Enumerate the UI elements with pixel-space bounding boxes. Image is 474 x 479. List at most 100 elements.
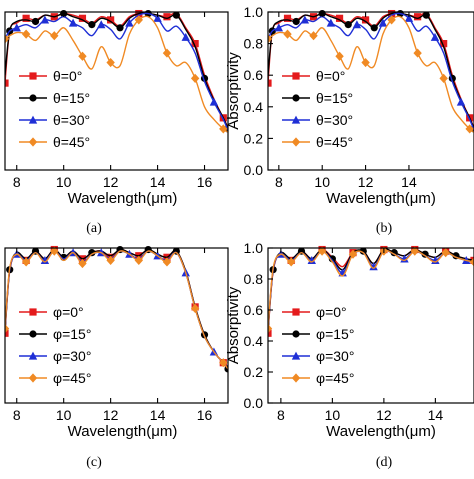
series-line-3 <box>268 12 474 131</box>
data-point <box>335 51 344 61</box>
data-point <box>440 40 448 48</box>
x-tick-label: 16 <box>197 407 213 423</box>
panel-label: (b) <box>376 221 393 236</box>
legend: φ=0° φ=15° φ=30° φ=45° <box>282 304 354 386</box>
legend: θ=0° θ=15° θ=30° θ=45° <box>19 68 90 150</box>
series-line-3 <box>5 12 228 131</box>
data-point <box>441 248 450 258</box>
data-point <box>134 15 143 25</box>
y-tick-label: 0.2 <box>244 364 264 380</box>
x-tick-label: 8 <box>277 407 285 423</box>
legend-marker-4 <box>28 137 38 147</box>
data-point <box>162 257 172 267</box>
chart-panel-c: 8 10 12 14 16 Wavelength(μm) φ=0° φ=15° φ=30° φ=4… <box>4 245 229 470</box>
data-point <box>404 13 414 22</box>
legend-marker-4 <box>291 373 301 383</box>
x-tick-label: 14 <box>150 407 166 423</box>
x-tick-label: 8 <box>275 174 283 190</box>
series-line-4 <box>268 249 474 329</box>
series-line-2 <box>268 248 474 332</box>
legend-label-3: φ=30° <box>316 348 354 364</box>
data-point <box>50 31 59 41</box>
y-tick-label: 0.0 <box>244 162 264 178</box>
data-point <box>369 262 378 271</box>
data-point <box>422 11 430 19</box>
legend-label-4: φ=45° <box>316 370 354 386</box>
data-point <box>268 79 272 87</box>
panel-label: (c) <box>86 455 102 470</box>
x-tick-label: 10 <box>314 174 330 190</box>
legend-marker-2 <box>292 94 300 102</box>
data-point <box>268 34 273 44</box>
chart-panel-b: 8 10 12 14 0.0 0.2 0.4 0.6 0.8 1.0 Wavelength(μm) A… <box>225 4 474 236</box>
data-point <box>268 329 272 337</box>
data-point <box>361 57 370 68</box>
data-point <box>153 13 162 22</box>
data-point <box>283 14 292 22</box>
data-point <box>125 18 134 27</box>
legend-label-1: θ=0° <box>316 68 345 84</box>
data-point <box>78 51 87 61</box>
data-point <box>268 324 273 334</box>
data-point <box>317 246 327 256</box>
series-markers-4 <box>5 15 228 134</box>
plot-frame <box>267 11 474 171</box>
chart-panel-a: 8 10 12 14 16 Wavelength(μm) θ=0° θ=15° θ=30° θ=4… <box>4 9 229 236</box>
data-point <box>309 31 318 41</box>
y-tick-label: 1.0 <box>244 240 264 256</box>
series-markers-4 <box>5 246 228 368</box>
data-point <box>352 20 362 29</box>
y-tick-label: 0.4 <box>244 99 264 115</box>
series-markers-2 <box>268 9 474 133</box>
y-tick-label: 0.6 <box>244 67 264 83</box>
data-point <box>5 79 9 87</box>
plot-frame <box>267 247 474 404</box>
legend-label-3: φ=30° <box>53 348 91 364</box>
data-point <box>172 11 180 19</box>
data-point <box>107 16 115 24</box>
data-point <box>274 23 284 32</box>
data-point <box>219 358 228 368</box>
legend-marker-1 <box>292 308 300 316</box>
data-point <box>348 249 358 259</box>
panel-label: (d) <box>376 455 393 470</box>
y-tick-label: 0.6 <box>244 302 264 318</box>
data-point <box>5 329 9 337</box>
y-tick-label: 0.8 <box>244 271 264 287</box>
legend-label-1: φ=0° <box>53 304 84 320</box>
y-axis-title: Absorptivity <box>225 52 242 130</box>
data-point <box>106 57 115 68</box>
plot-frame <box>4 11 229 171</box>
plot-frame <box>4 247 229 404</box>
data-point <box>191 40 199 48</box>
data-point <box>410 246 419 256</box>
data-point <box>378 18 388 27</box>
panel-label: (a) <box>86 221 102 236</box>
legend-label-4: φ=45° <box>53 370 91 386</box>
x-tick-label: 12 <box>103 174 119 190</box>
data-point <box>78 258 87 269</box>
data-point <box>181 32 190 41</box>
y-tick-label: 0.2 <box>244 130 264 146</box>
y-axis-title: Absorptivity <box>225 286 242 364</box>
data-point <box>162 48 172 58</box>
legend: φ=0° φ=15° φ=30° φ=45° <box>19 304 91 386</box>
y-tick-label: 1.0 <box>244 4 264 20</box>
data-point <box>12 23 21 32</box>
data-point <box>370 24 378 32</box>
data-point <box>414 13 422 21</box>
legend-label-1: θ=0° <box>53 68 82 84</box>
series-markers-2 <box>6 9 228 133</box>
data-point <box>283 29 292 39</box>
series-line-2 <box>5 12 228 130</box>
legend-label-4: θ=45° <box>53 134 90 150</box>
data-point <box>361 16 370 24</box>
series-line-4 <box>5 15 228 133</box>
legend-label-2: φ=15° <box>316 326 354 342</box>
data-point <box>209 97 219 106</box>
legend-label-2: φ=15° <box>53 326 91 342</box>
series-markers-3 <box>12 248 219 356</box>
series-markers-4 <box>268 246 474 334</box>
data-point <box>21 257 31 267</box>
